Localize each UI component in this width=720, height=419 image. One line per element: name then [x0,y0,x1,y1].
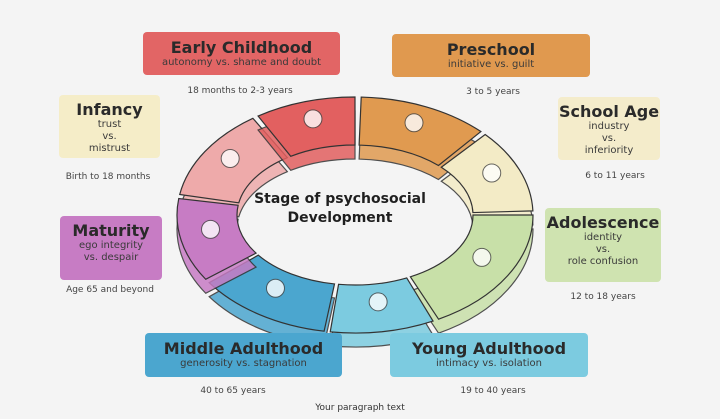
stage-name: Early Childhood [170,38,313,57]
stage-name: Young Adulthood [411,339,567,358]
stage-box-school-age: School Age industry vs. inferiority [558,97,660,160]
stage-box-middle-adulthood: Middle Adulthood generosity vs. stagnatio… [145,333,342,377]
apple-pencil-icon [482,163,502,183]
paragraph-text: Your paragraph text [315,403,405,413]
stage-name: Preschool [446,40,536,59]
house-icon [265,278,285,298]
couple-icon [368,292,388,312]
stage-age-preschool: 3 to 5 years [466,87,520,97]
stage-conflict: identity [583,232,623,243]
title-line-1: Stage of psychosocial [254,191,426,207]
stage-conflict: vs. [595,244,611,255]
stage-conflict: vs. [601,133,617,144]
stage-conflict: role confusion [567,256,639,267]
stage-name: Adolescence [546,213,660,232]
stage-conflict: inferiority [584,145,634,156]
stage-box-preschool: Preschool initiative vs. guilt [392,34,590,77]
stage-age-infancy: Birth to 18 months [65,172,151,182]
stage-conflict: autonomy vs. shame and doubt [161,57,322,68]
ring-segment-adolescence [409,214,534,320]
diagram-title: Stage of psychosocial Development [240,190,440,228]
ring-segment-maturity [176,197,258,281]
stage-age-school-age: 6 to 11 years [585,171,645,181]
stage-conflict: vs. [102,131,117,142]
baby-bottle-icon [220,148,240,168]
magnifying-glass-icon [404,113,424,133]
stage-age-early-childhood: 18 months to 2-3 years [187,86,293,96]
stage-name: School Age [558,102,660,121]
ring-segment-preschool [358,96,482,167]
stage-conflict: mistrust [88,143,131,154]
stage-box-infancy: Infancy trust vs. mistrust [59,95,160,158]
ring-segment-early-childhood [257,96,356,158]
stage-conflict: generosity vs. stagnation [180,358,307,369]
stage-conflict: trust [97,119,122,130]
stage-age-young-adulthood: 19 to 40 years [460,386,526,396]
stage-name: Middle Adulthood [163,339,324,358]
stage-conflict: ego integrity [78,240,144,251]
stage-box-maturity: Maturity ego integrity vs. despair [60,216,162,280]
people-icon [472,247,492,267]
stage-conflict: industry [588,121,630,132]
stage-age-adolescence: 12 to 18 years [570,292,636,302]
stage-conflict: intimacy vs. isolation [436,358,542,369]
stage-box-early-childhood: Early Childhood autonomy vs. shame and do… [143,32,340,75]
stage-age-maturity: Age 65 and beyond [66,285,154,295]
mirror-icon [201,219,221,239]
stage-name: Infancy [76,100,143,119]
stage-age-middle-adulthood: 40 to 65 years [200,386,266,396]
stage-conflict: initiative vs. guilt [447,59,535,70]
stage-box-adolescence: Adolescence identity vs. role confusion [545,208,661,282]
stage-name: Maturity [72,221,150,240]
toilet-icon [303,109,323,129]
title-line-2: Development [287,210,393,226]
stage-box-young-adulthood: Young Adulthood intimacy vs. isolation [390,333,588,377]
stage-conflict: vs. despair [83,252,139,263]
